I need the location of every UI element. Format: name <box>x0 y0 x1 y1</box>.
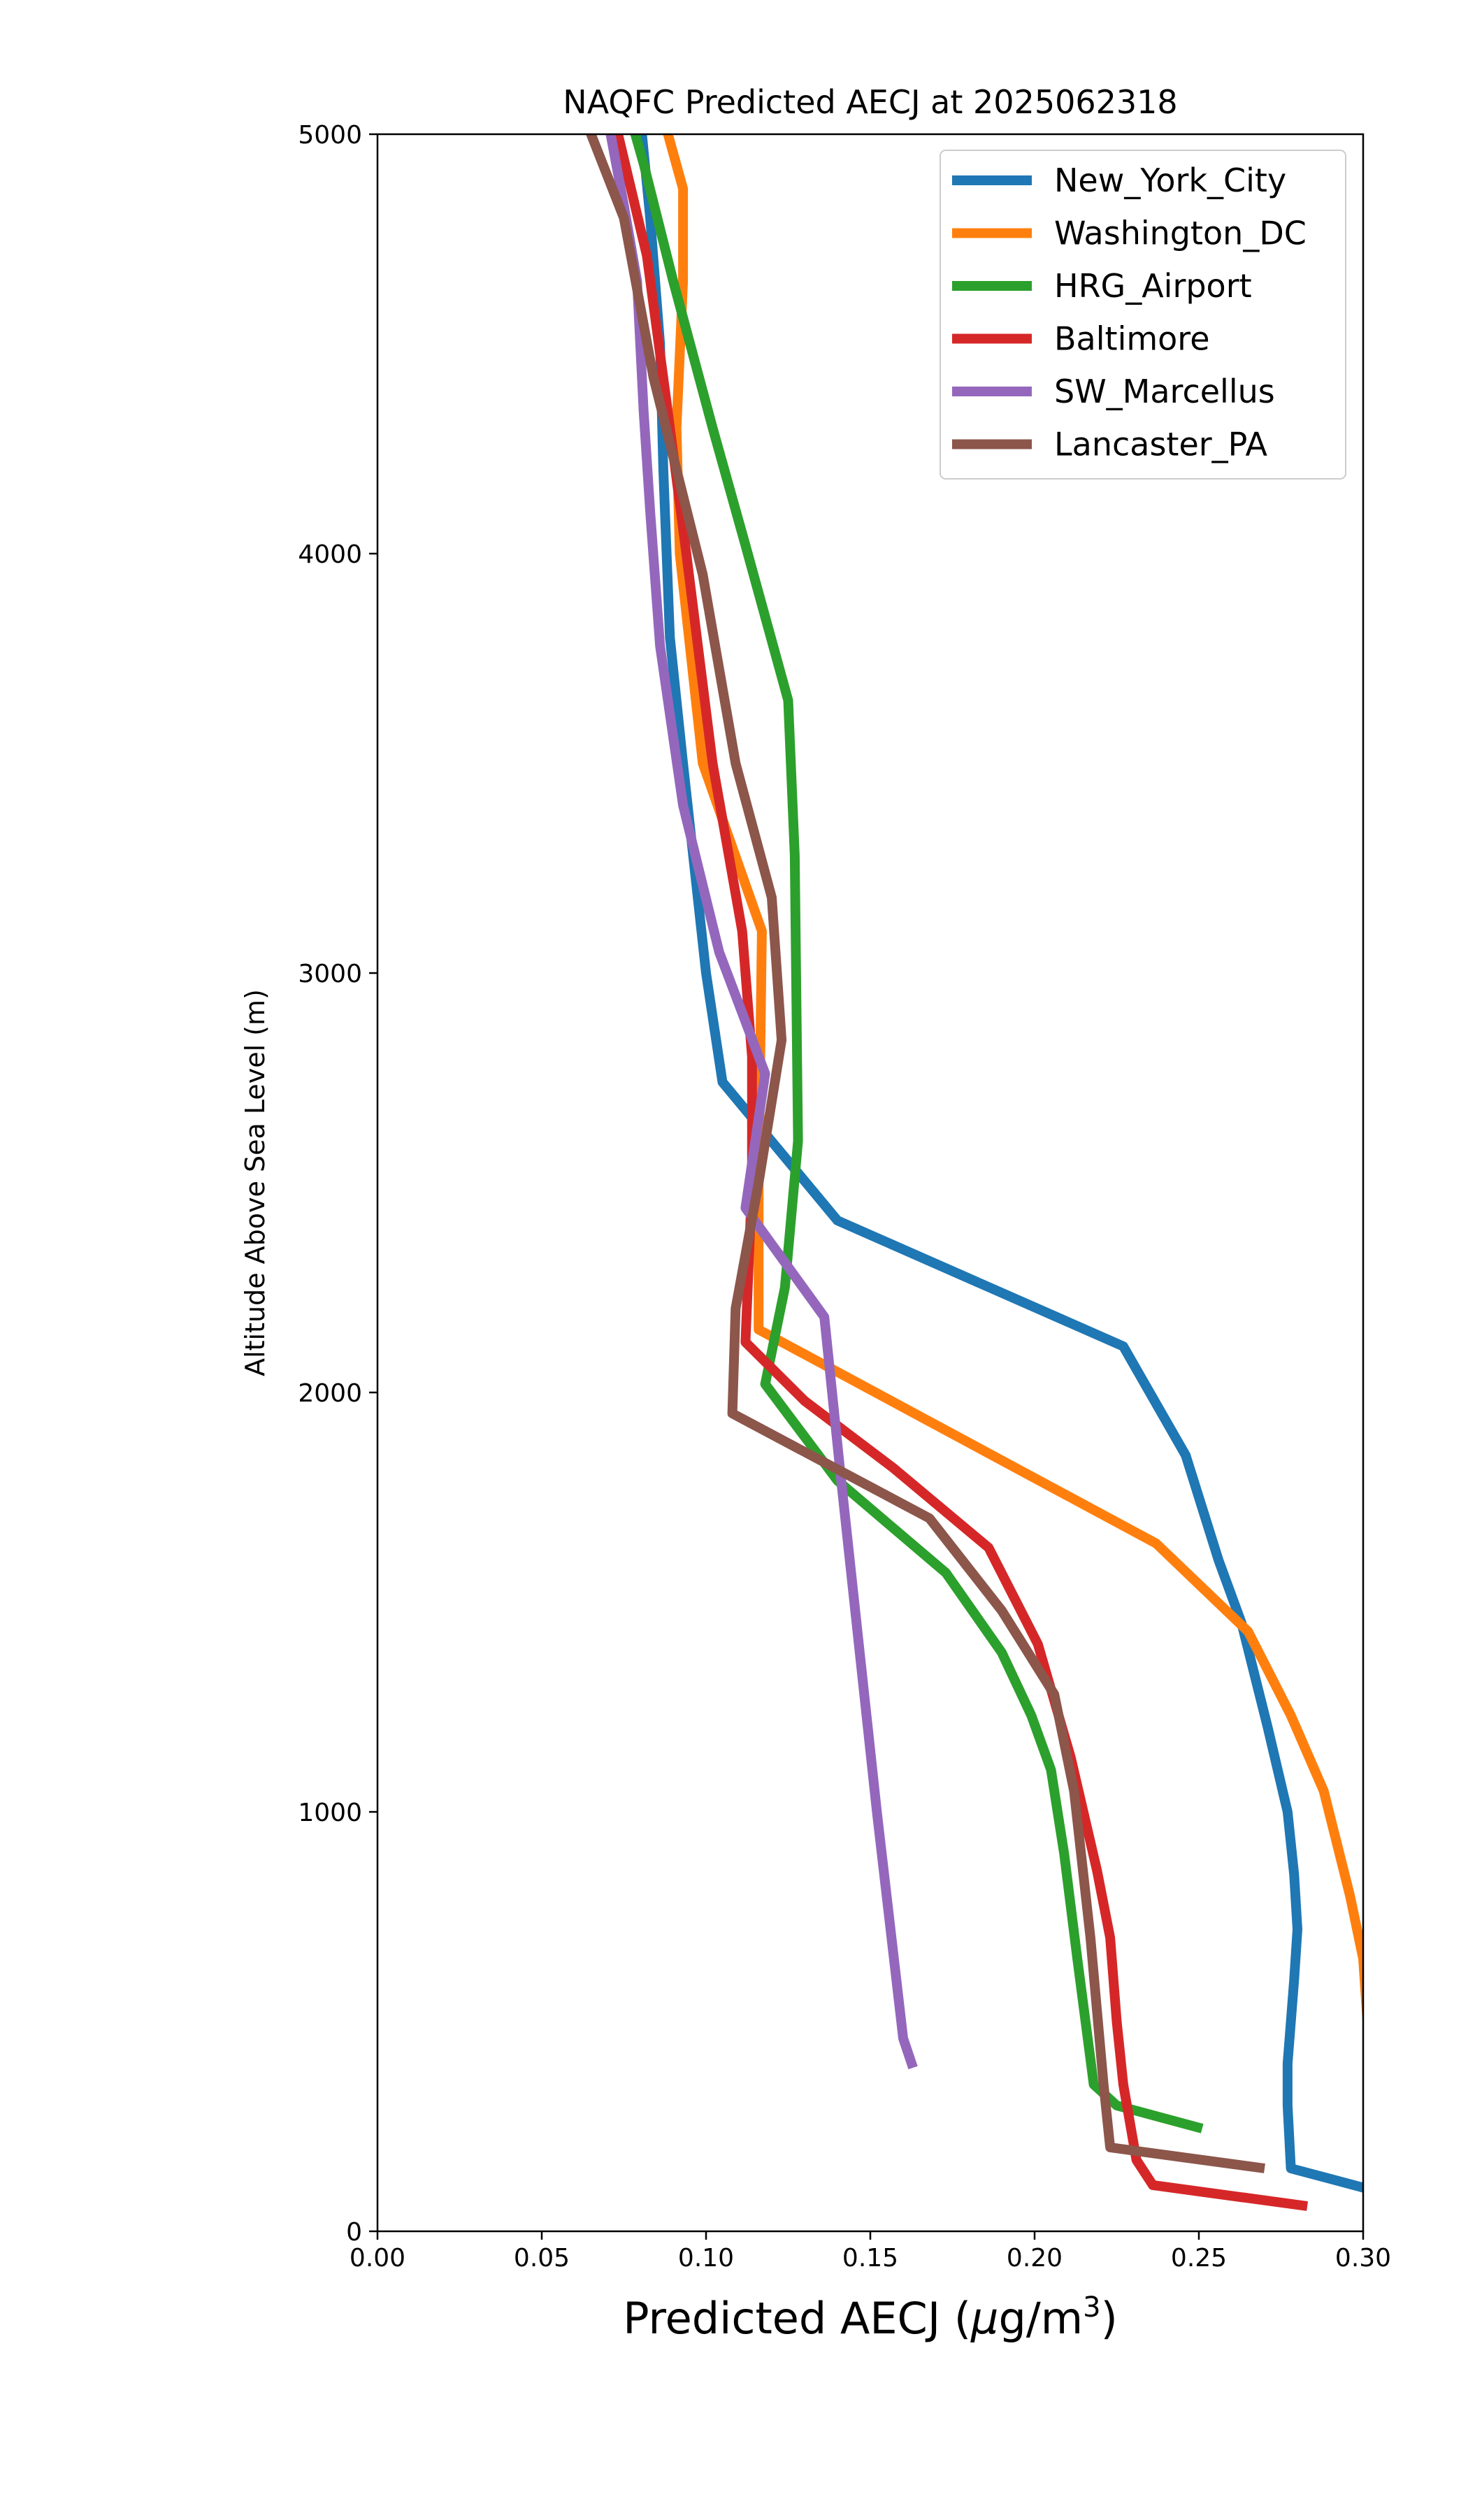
legend-frame <box>940 150 1346 480</box>
x-axis-label-suffix: ) <box>1101 2293 1118 2344</box>
x-tick-label: 0.05 <box>514 2244 570 2273</box>
x-tick-label: 0.25 <box>1171 2244 1227 2273</box>
legend-label-new-york-city: New_York_City <box>1054 161 1286 199</box>
x-axis-label-unit: g/m <box>998 2293 1083 2344</box>
x-tick-label: 0.00 <box>350 2244 405 2273</box>
x-tick-label: 0.15 <box>842 2244 898 2273</box>
series-line-lancaster-pa <box>585 134 1265 2173</box>
series-line-baltimore <box>612 134 1309 2211</box>
x-axis-label-exponent: 3 <box>1083 2291 1100 2324</box>
legend-entries: New_York_City Washington_DC HRG_Airport Bal… <box>952 161 1307 463</box>
x-tick-label: 0.10 <box>678 2244 734 2273</box>
x-axis-label-mu: μ <box>970 2293 998 2344</box>
x-axis-label-prefix: Predicted AECJ ( <box>623 2293 971 2344</box>
legend-label-washington-dc: Washington_DC <box>1054 215 1307 252</box>
y-axis-label: Altitude Above Sea Level (m) <box>240 989 271 1376</box>
series-line-new-york-city <box>637 134 1363 2193</box>
series-layer <box>585 134 1363 2211</box>
chart-title: NAQFC Predicted AECJ at 2025062318 <box>563 83 1177 121</box>
legend: New_York_City Washington_DC HRG_Airport Bal… <box>940 150 1346 480</box>
x-tick-label: 0.30 <box>1335 2244 1391 2273</box>
legend-label-hrg-airport: HRG_Airport <box>1054 267 1252 305</box>
legend-label-baltimore: Baltimore <box>1054 320 1210 358</box>
x-tick-label: 0.20 <box>1007 2244 1063 2273</box>
y-tick-label: 3000 <box>298 960 362 988</box>
y-tick-label: 1000 <box>298 1799 362 1827</box>
y-tick-label: 4000 <box>298 540 362 569</box>
x-axis-label: Predicted AECJ (μg/m3) <box>623 2291 1118 2344</box>
y-tick-label: 0 <box>346 2218 362 2247</box>
y-tick-label: 2000 <box>298 1379 362 1408</box>
legend-label-sw-marcellus: SW_Marcellus <box>1054 373 1275 410</box>
legend-label-lancaster-pa: Lancaster_PA <box>1054 426 1267 463</box>
series-line-hrg-airport <box>630 134 1204 2133</box>
series-line-washington-dc <box>663 134 1363 2031</box>
axis-ticks: 0.00 0.05 0.10 0.15 0.20 0.25 0.30 0 1000 2000 300… <box>298 121 1391 2273</box>
y-tick-label: 5000 <box>298 121 362 150</box>
